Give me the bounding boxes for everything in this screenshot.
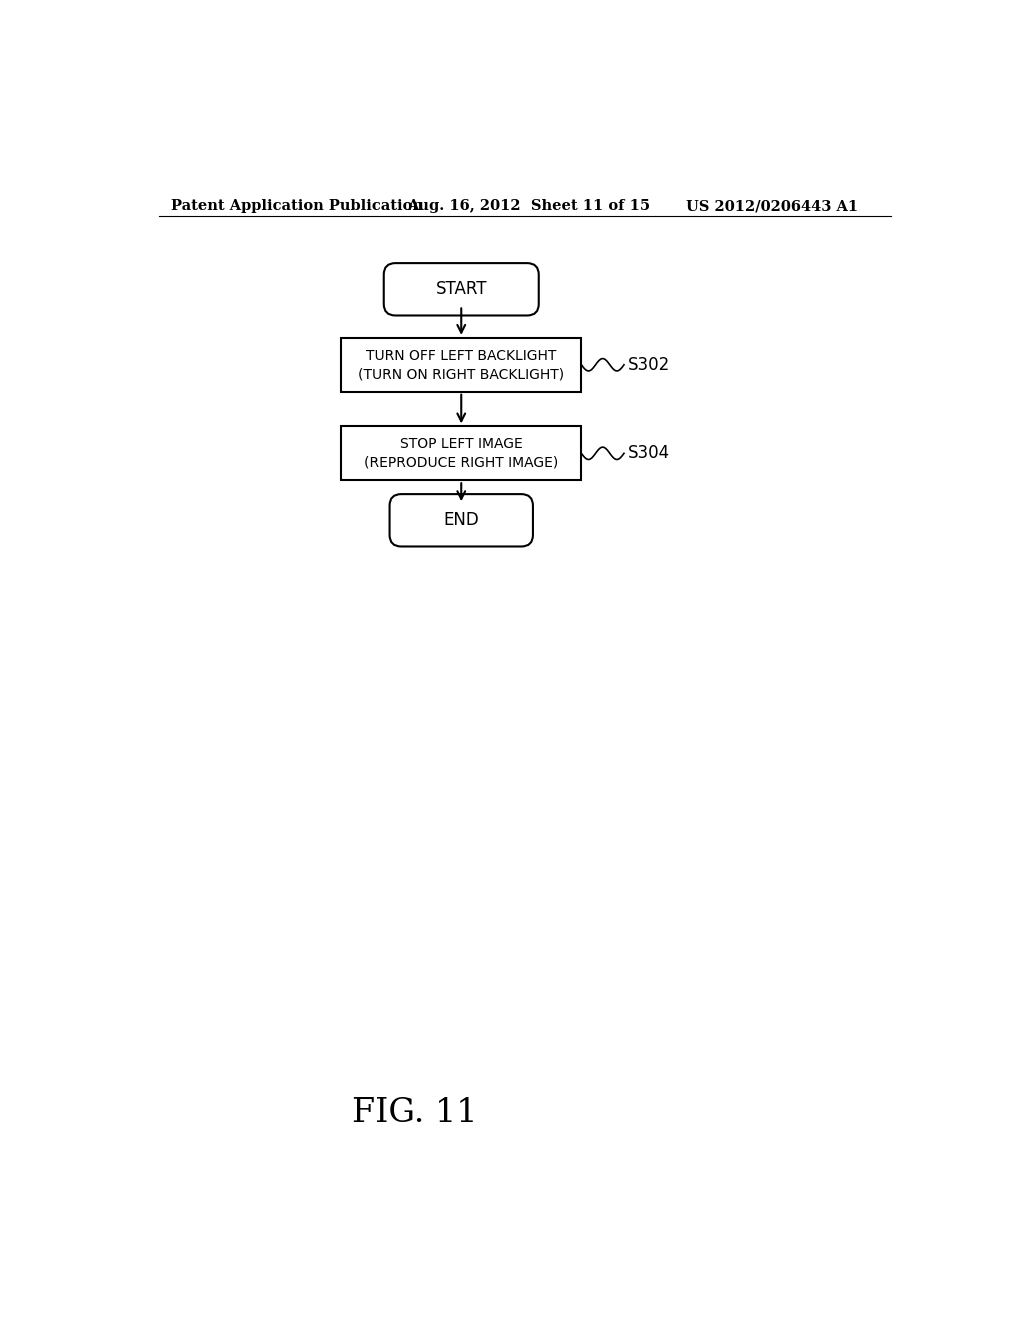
Text: STOP LEFT IMAGE: STOP LEFT IMAGE [400, 437, 522, 451]
FancyBboxPatch shape [384, 263, 539, 315]
Text: END: END [443, 511, 479, 529]
FancyBboxPatch shape [341, 338, 582, 392]
Text: TURN OFF LEFT BACKLIGHT: TURN OFF LEFT BACKLIGHT [366, 348, 556, 363]
Text: Patent Application Publication: Patent Application Publication [171, 199, 423, 213]
Text: START: START [435, 280, 487, 298]
Text: S302: S302 [628, 356, 670, 374]
FancyBboxPatch shape [389, 494, 532, 546]
Text: FIG. 11: FIG. 11 [352, 1097, 477, 1129]
Text: (REPRODUCE RIGHT IMAGE): (REPRODUCE RIGHT IMAGE) [365, 455, 558, 470]
Text: Aug. 16, 2012  Sheet 11 of 15: Aug. 16, 2012 Sheet 11 of 15 [407, 199, 650, 213]
Text: (TURN ON RIGHT BACKLIGHT): (TURN ON RIGHT BACKLIGHT) [358, 367, 564, 381]
Text: S304: S304 [628, 445, 670, 462]
Text: US 2012/0206443 A1: US 2012/0206443 A1 [686, 199, 858, 213]
FancyBboxPatch shape [341, 426, 582, 480]
